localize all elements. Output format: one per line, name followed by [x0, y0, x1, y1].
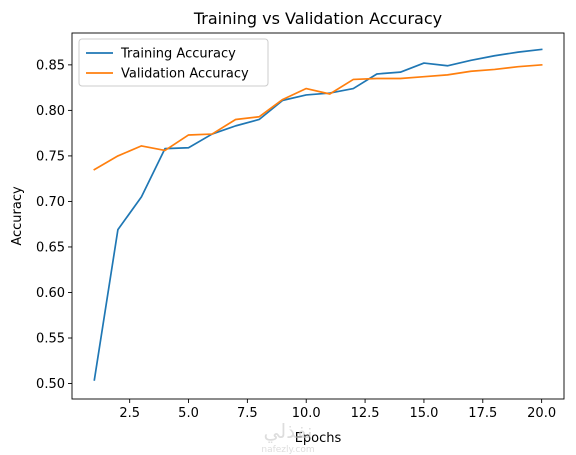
y-axis: 0.50 0.55 0.60 0.65 0.70 0.75 0.80 0.85 [36, 58, 72, 392]
series-line-validation [93, 63, 543, 171]
y-tick-label: 0.70 [36, 195, 65, 210]
x-tick-label: 12.5 [351, 406, 380, 421]
y-tick-label: 0.65 [36, 240, 65, 255]
series-line-training [93, 48, 543, 381]
y-tick-label: 0.60 [36, 286, 65, 301]
plot-area [93, 48, 543, 381]
x-tick-label: 20.0 [527, 406, 556, 421]
x-tick-label: 10.0 [292, 406, 321, 421]
watermark-text: نفذلي [264, 419, 313, 444]
legend-label: Validation Accuracy [121, 67, 249, 82]
y-tick-label: 0.55 [36, 332, 65, 347]
x-axis-title: Epochs [295, 431, 342, 446]
y-tick-label: 0.85 [36, 58, 65, 73]
y-tick-label: 0.80 [36, 104, 65, 119]
y-tick-label: 0.75 [36, 149, 65, 164]
x-tick-label: 2.5 [119, 406, 140, 421]
y-axis-title: Accuracy [10, 186, 25, 246]
x-tick-label: 5.0 [178, 406, 199, 421]
watermark-subtext: nafezly.com [261, 445, 314, 455]
x-axis: 2.5 5.0 7.5 10.0 12.5 15.0 17.5 20.0 [119, 399, 556, 421]
watermark: نفذلي nafezly.com [261, 419, 314, 455]
legend-box [78, 38, 269, 87]
legend-label: Training Accuracy [120, 47, 236, 62]
x-tick-label: 7.5 [237, 406, 258, 421]
x-tick-label: 17.5 [468, 406, 497, 421]
x-tick-label: 15.0 [409, 406, 438, 421]
plot-frame [71, 32, 565, 400]
legend: Training Accuracy Validation Accuracy [78, 38, 269, 87]
y-tick-label: 0.50 [36, 377, 65, 392]
chart-title: Training vs Validation Accuracy [193, 9, 442, 28]
